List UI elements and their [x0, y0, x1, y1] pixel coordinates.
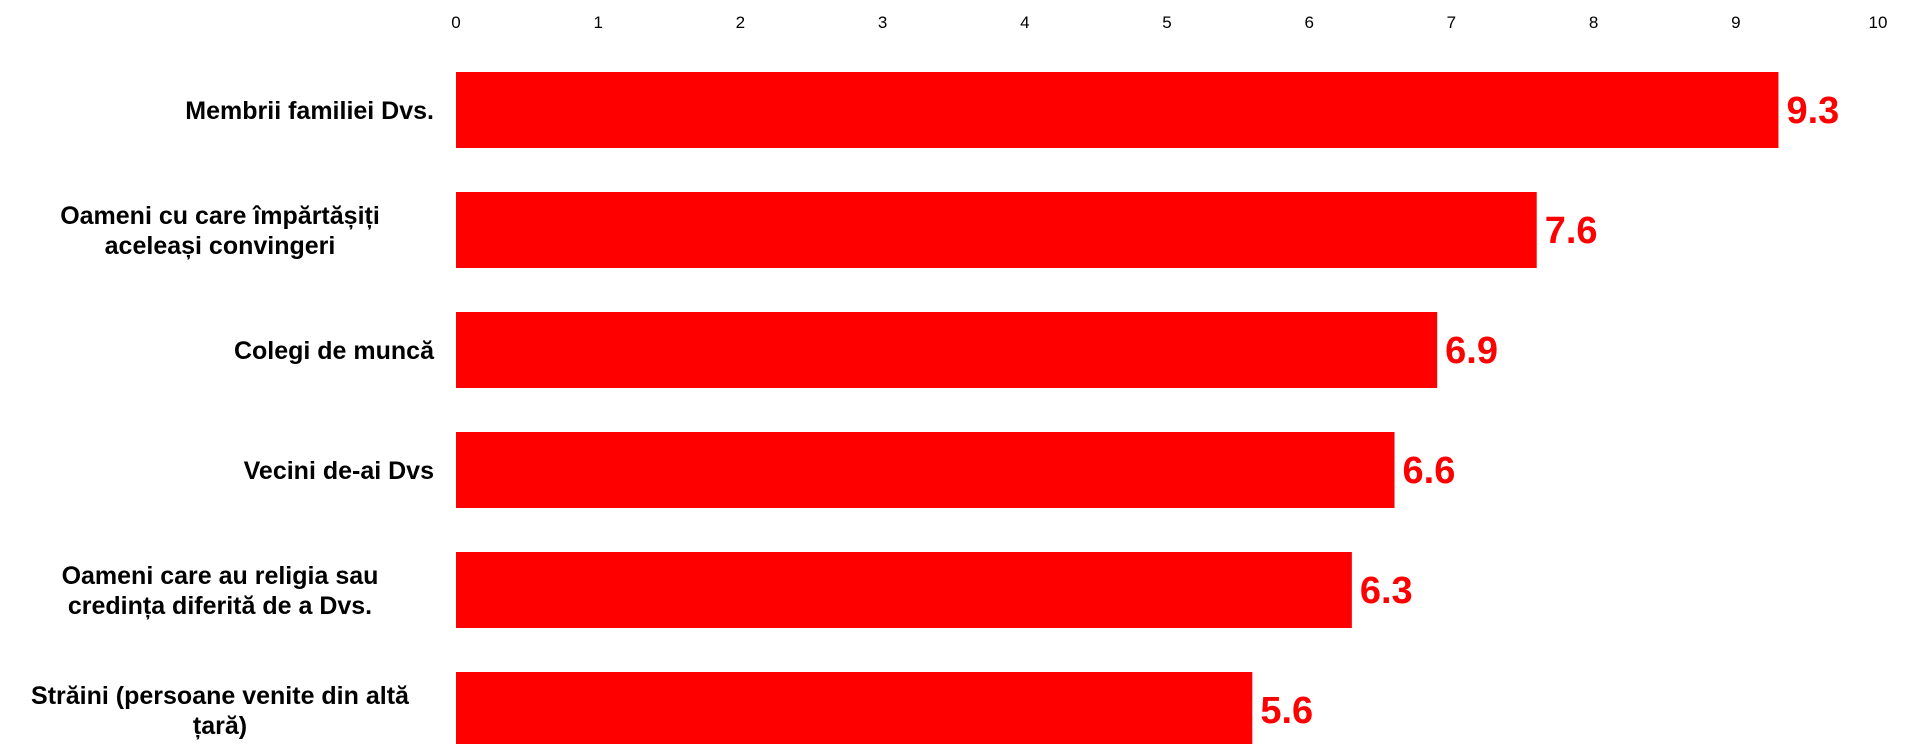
category-label: Membrii familiei Dvs. [185, 97, 434, 125]
x-tick-label: 6 [1304, 13, 1313, 32]
x-axis-ticks: 0 1 2 3 4 5 6 7 8 9 10 [451, 13, 1887, 32]
x-tick-label: 9 [1731, 13, 1740, 32]
x-tick-label: 8 [1589, 13, 1598, 32]
bar [456, 552, 1352, 628]
category-label: Oameni cu care împărtășiți aceleași convi… [60, 202, 380, 260]
bar [456, 432, 1395, 508]
bar [456, 72, 1779, 148]
value-label: 9.3 [1786, 90, 1839, 132]
bar [456, 672, 1253, 744]
category-label-line: Străini (persoane venite din altă [31, 682, 410, 710]
category-label-line: Vecini de-ai Dvs [244, 457, 434, 485]
value-label: 5.6 [1260, 690, 1313, 732]
bar [456, 312, 1438, 388]
x-tick-label: 2 [736, 13, 745, 32]
category-label: Oameni care au religia sau credința difer… [62, 562, 379, 620]
value-label: 6.9 [1445, 330, 1498, 372]
value-label: 7.6 [1545, 210, 1598, 252]
bar [456, 192, 1537, 268]
value-label: 6.3 [1360, 570, 1413, 612]
category-label: Străini (persoane venite din altă țară) [31, 682, 410, 740]
x-tick-label: 5 [1162, 13, 1171, 32]
value-labels: 9.3 7.6 6.9 6.6 6.3 5.6 [1260, 90, 1839, 732]
category-label-line: țară) [193, 712, 247, 740]
x-tick-label: 0 [451, 13, 460, 32]
x-tick-label: 7 [1447, 13, 1456, 32]
category-label-line: Colegi de muncă [234, 337, 435, 365]
x-tick-label: 3 [878, 13, 887, 32]
x-tick-label: 1 [593, 13, 602, 32]
bars [456, 72, 1779, 744]
category-label-line: aceleași convingeri [105, 232, 336, 260]
category-label-line: Membrii familiei Dvs. [185, 97, 434, 125]
x-tick-label: 10 [1869, 13, 1888, 32]
category-label-line: credința diferită de a Dvs. [68, 592, 372, 620]
category-label-line: Oameni cu care împărtășiți [60, 202, 380, 230]
category-label: Colegi de muncă [234, 337, 435, 365]
category-label-line: Oameni care au religia sau [62, 562, 379, 590]
x-tick-label: 4 [1020, 13, 1029, 32]
category-labels: Membrii familiei Dvs. Oameni cu care împă… [31, 97, 435, 740]
value-label: 6.6 [1403, 450, 1456, 492]
category-label: Vecini de-ai Dvs [244, 457, 434, 485]
